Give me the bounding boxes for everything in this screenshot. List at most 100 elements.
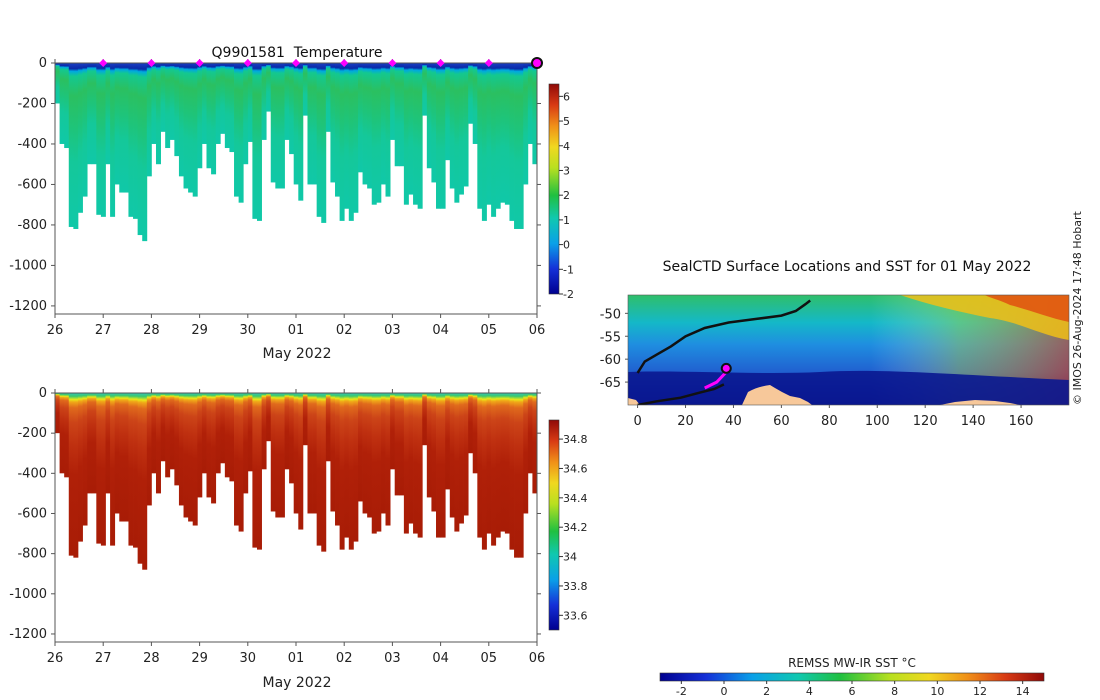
profile-column [261,63,267,140]
profile-column [491,393,497,546]
colorbar-tick-label: 34 [563,551,577,564]
profile-column [174,393,180,486]
profile-column [266,63,272,112]
profile-column [330,63,336,183]
profile-column [481,63,487,221]
profile-column [77,63,83,213]
profile-column [436,393,441,538]
profile-column [298,393,304,530]
y-tick-label: 0 [39,386,47,401]
profile-column [206,63,212,169]
sst-tick-label: 8 [891,685,898,698]
profile-column [403,63,409,205]
sst-tick-label: 12 [973,685,987,698]
profile-column [284,393,290,470]
profile-markers [99,57,543,69]
temperature-title: Q9901581 Temperature [212,45,383,61]
sst-tick-label: -2 [676,685,687,698]
profile-column [165,63,171,149]
profile-column [243,63,249,165]
temperature-section-data [55,63,538,242]
profile-column [302,393,308,446]
profile-column [100,393,106,546]
profile-column [518,63,524,229]
profile-column [247,63,253,142]
profile-column [188,63,194,193]
x-tick-label: 03 [384,323,401,338]
profile-column [192,393,198,526]
profile-column [390,63,396,140]
profile-column [302,63,308,116]
profile-column [385,63,391,197]
colorbar-tick-label: 4 [563,140,570,153]
profile-column [201,393,207,474]
profile-column [394,393,400,496]
profile-column [339,63,345,221]
profile-column [261,393,267,470]
profile-column [509,393,515,550]
profile-column [413,63,419,205]
profile-column [270,393,276,512]
profile-column [500,63,506,203]
seal-track-earlier [636,299,811,374]
y-tick-label: -400 [17,137,47,152]
profile-column [344,393,350,538]
colorbar-tick-label: 34.8 [563,433,588,446]
profile-column [491,63,497,217]
profile-column [220,393,226,464]
cold-deep-region [628,370,1069,405]
profile-column [238,63,244,203]
profile-column [463,63,469,187]
profile-marker [195,59,204,67]
profile-column [160,393,166,462]
profile-column [307,63,313,185]
lon-tick-label: 160 [1009,414,1034,429]
profile-column [211,63,217,175]
profile-column [527,63,533,144]
sst-colorbar [659,672,1045,682]
temperature-y-axis: 0 -200 -400 -600 -800 -1000 -1200 [9,56,541,314]
profile-column [289,393,295,484]
lon-tick-label: 140 [961,414,986,429]
map-lon-axis: 0 20 40 60 80 100 120 140 160 [633,405,1033,429]
profile-column [234,393,240,526]
lat-tick-label: -50 [600,307,621,322]
profile-column [390,393,396,470]
profile-column [495,393,501,538]
x-tick-label: 29 [191,323,208,338]
profile-column [468,63,474,124]
profile-column [275,393,281,518]
profile-marker [292,59,300,67]
profile-column [431,393,437,512]
colorbar-tick-label: 34.4 [563,492,588,505]
colorbar-tick-label: -2 [563,288,574,301]
profile-column [514,63,520,229]
profile-column [169,393,175,470]
x-tick-label: 30 [240,651,257,666]
profile-column [380,393,386,514]
salinity-section-data [55,393,538,570]
profile-column [509,63,515,221]
current-location-marker [720,362,732,374]
x-tick-label: 05 [481,651,498,666]
profile-column [380,63,386,185]
lon-tick-label: 60 [773,414,790,429]
profile-column [440,393,446,538]
profile-column [408,393,414,524]
profile-column [514,393,520,558]
lon-tick-label: 0 [633,414,641,429]
x-tick-label: 06 [529,651,546,666]
profile-column [477,393,483,538]
colorbar-tick-label: 34.2 [563,521,588,534]
profile-column [119,393,125,522]
profile-column [307,393,313,514]
profile-column [169,63,175,140]
x-tick-label: 04 [432,651,449,666]
profile-column [293,393,299,514]
profile-column [59,63,65,144]
profile-marker [147,59,156,67]
profile-column [445,63,451,161]
sst-tick-label: 10 [930,685,944,698]
profile-column [316,393,322,546]
y-tick-label: -1000 [9,587,47,602]
